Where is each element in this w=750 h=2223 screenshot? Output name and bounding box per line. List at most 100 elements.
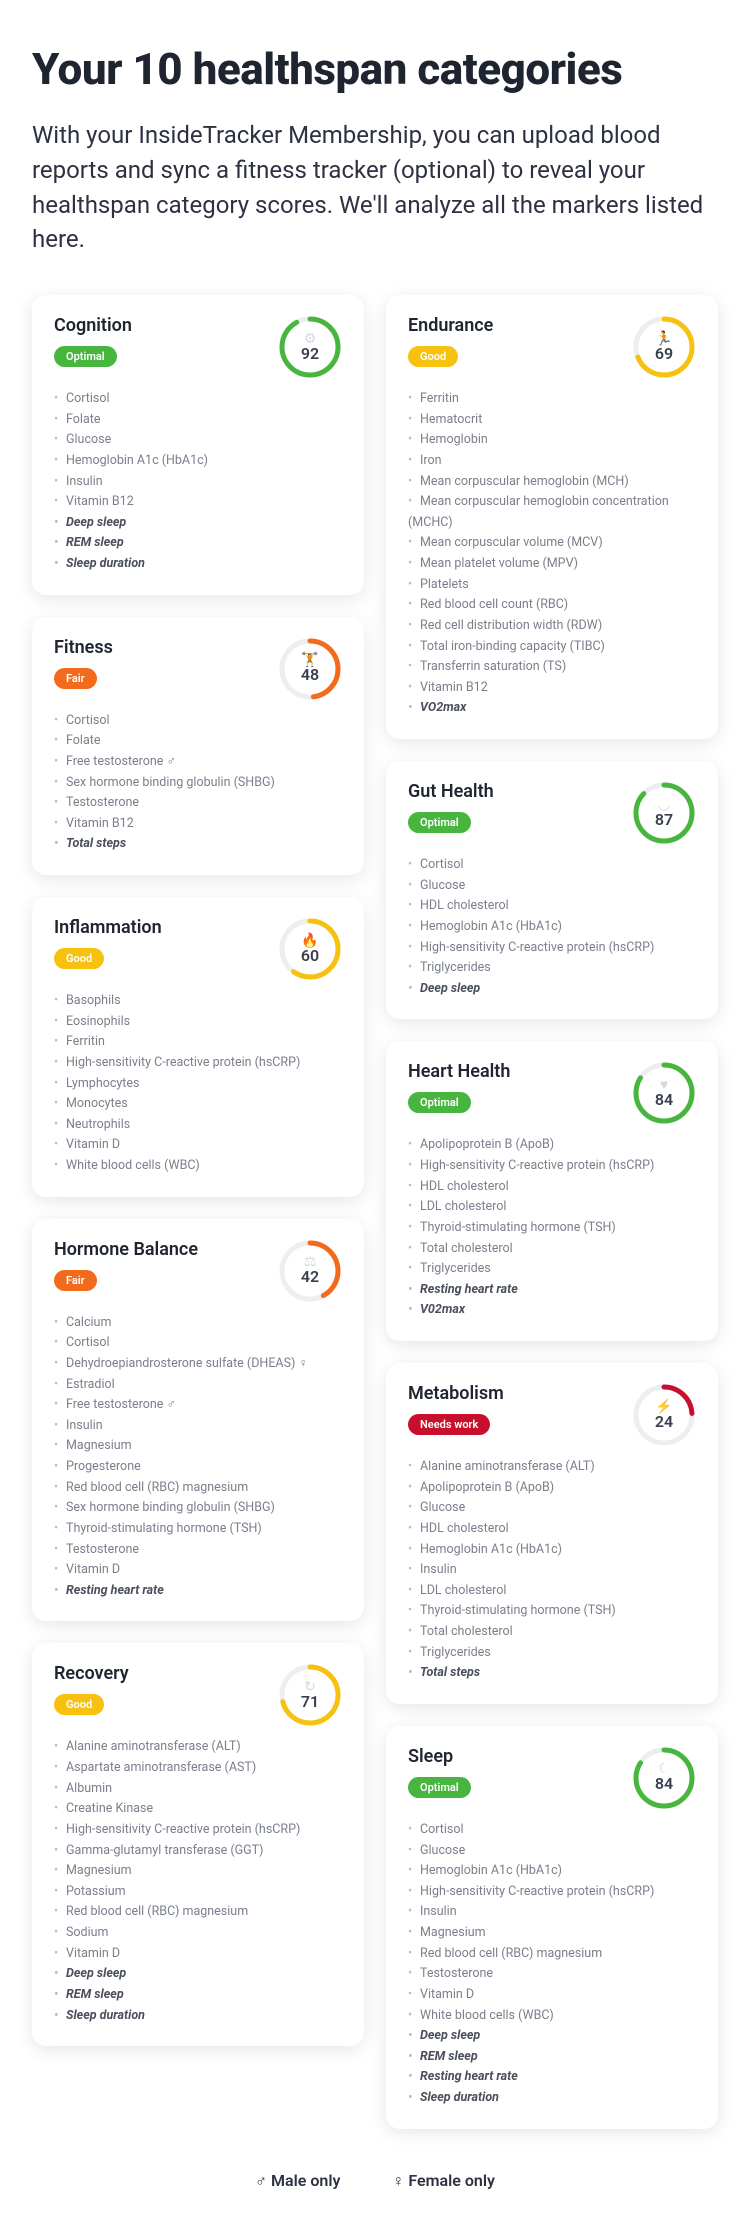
card-title-block: Hormone BalanceFair (54, 1239, 198, 1291)
marker-item-bold: Deep sleep (54, 1964, 342, 1985)
marker-item: Mean platelet volume (MPV) (408, 554, 696, 575)
status-badge-optimal: Optimal (408, 1092, 471, 1113)
card-title-block: RecoveryGood (54, 1663, 129, 1715)
marker-item: Red blood cell count (RBC) (408, 595, 696, 616)
score-gauge: ☾84 (632, 1746, 696, 1810)
marker-list: Apolipoprotein B (ApoB)High-sensitivity … (408, 1135, 696, 1321)
marker-item-bold: REM sleep (54, 1985, 342, 2006)
category-card-heart: Heart HealthOptimal♥84Apolipoprotein B (… (386, 1041, 718, 1341)
marker-item: Albumin (54, 1779, 342, 1800)
marker-item: Gamma-glutamyl transferase (GGT) (54, 1841, 342, 1862)
score-value: 71 (301, 1692, 319, 1711)
marker-item: Glucose (408, 1841, 696, 1862)
status-badge-optimal: Optimal (408, 1777, 471, 1798)
status-badge-fair: Fair (54, 1270, 97, 1291)
card-title: Inflammation (54, 917, 162, 938)
card-title-block: Heart Health Optimal (408, 1061, 510, 1113)
status-badge-good: Good (54, 1694, 104, 1715)
category-card-cognition: CognitionOptimal⚙92CortisolFolateGlucose… (32, 295, 364, 595)
category-card-metabolism: MetabolismNeeds work⚡24Alanine aminotran… (386, 1363, 718, 1704)
marker-item: Ferritin (54, 1032, 342, 1053)
marker-item: Sex hormone binding globulin (SHBG) (54, 773, 342, 794)
card-title-block: SleepOptimal (408, 1746, 471, 1798)
marker-item: Aspartate aminotransferase (AST) (54, 1758, 342, 1779)
score-gauge: 🏃69 (632, 315, 696, 379)
marker-item: Triglycerides (408, 958, 696, 979)
card-title-block: Gut HealthOptimal (408, 781, 494, 833)
marker-item: Dehydroepiandrosterone sulfate (DHEAS) ♀ (54, 1354, 342, 1375)
marker-list: CortisolGlucoseHemoglobin A1c (HbA1c)Hig… (408, 1820, 696, 2109)
marker-item: Thyroid-stimulating hormone (TSH) (408, 1218, 696, 1239)
score-gauge: 🔥60 (278, 917, 342, 981)
marker-item: Glucose (408, 876, 696, 897)
marker-item: Thyroid-stimulating hormone (TSH) (408, 1601, 696, 1622)
marker-item: High-sensitivity C-reactive protein (hsC… (408, 1156, 696, 1177)
marker-item-bold: Deep sleep (408, 2026, 696, 2047)
marker-item: Insulin (54, 1416, 342, 1437)
marker-item: Monocytes (54, 1094, 342, 1115)
score-value: 42 (301, 1267, 319, 1286)
legend-male: ♂ Male only (255, 2171, 340, 2190)
marker-item: Folate (54, 731, 342, 752)
marker-item: Platelets (408, 575, 696, 596)
marker-item: Apolipoprotein B (ApoB) (408, 1478, 696, 1499)
category-card-sleep: SleepOptimal ☾84 CortisolGlucoseHemoglobin… (386, 1726, 718, 2129)
gender-legend: ♂ Male only ♀ Female only (32, 2171, 718, 2191)
score-value: 92 (301, 344, 319, 363)
marker-list: BasophilsEosinophilsFerritinHigh-sensiti… (54, 991, 342, 1177)
marker-item: Hemoglobin A1c (HbA1c) (408, 1861, 696, 1882)
card-title: Endurance (408, 315, 493, 336)
marker-item: LDL cholesterol (408, 1581, 696, 1602)
card-title-block: CognitionOptimal (54, 315, 132, 367)
score-gauge: ↻71 (278, 1663, 342, 1727)
marker-list: Alanine aminotransferase (ALT)Apolipopro… (408, 1457, 696, 1684)
category-card-gut: Gut HealthOptimal◡87CortisolGlucoseHDL c… (386, 761, 718, 1019)
marker-item: Lymphocytes (54, 1074, 342, 1095)
marker-item: Vitamin D (54, 1560, 342, 1581)
marker-item: Cortisol (54, 389, 342, 410)
score-value: 69 (655, 344, 673, 363)
score-gauge: ◡87 (632, 781, 696, 845)
healthspan-page: Your 10 healthspan categories With your … (0, 0, 750, 2223)
marker-item: Insulin (408, 1902, 696, 1923)
marker-item: Potassium (54, 1882, 342, 1903)
marker-item-bold: Sleep duration (54, 554, 342, 575)
page-title: Your 10 healthspan categories (32, 44, 718, 96)
legend-female: ♀ Female only (392, 2171, 495, 2190)
marker-item: Cortisol (408, 855, 696, 876)
marker-item: Insulin (54, 472, 342, 493)
card-title-block: InflammationGood (54, 917, 162, 969)
score-gauge: ⚡24 (632, 1383, 696, 1447)
marker-item-bold: Sleep duration (54, 2006, 342, 2027)
marker-item: Red cell distribution width (RDW) (408, 616, 696, 637)
marker-item-bold: Resting heart rate (408, 2067, 696, 2088)
score-gauge: ⚙92 (278, 315, 342, 379)
marker-item: Red blood cell (RBC) magnesium (54, 1478, 342, 1499)
marker-item: Calcium (54, 1313, 342, 1334)
marker-item: Alanine aminotransferase (ALT) (54, 1737, 342, 1758)
score-gauge: ⚖42 (278, 1239, 342, 1303)
marker-item-bold: REM sleep (408, 2047, 696, 2068)
marker-item: Magnesium (54, 1861, 342, 1882)
marker-item: Cortisol (54, 1333, 342, 1354)
status-badge-optimal: Optimal (54, 346, 117, 367)
category-card-inflammation: InflammationGood 🔥60 BasophilsEosinophilsF… (32, 897, 364, 1197)
marker-item: Vitamin D (408, 1985, 696, 2006)
marker-item: HDL cholesterol (408, 1177, 696, 1198)
marker-item: Apolipoprotein B (ApoB) (408, 1135, 696, 1156)
marker-item-bold: Resting heart rate (408, 1280, 696, 1301)
marker-item: High-sensitivity C-reactive protein (hsC… (54, 1820, 342, 1841)
marker-item-bold: REM sleep (54, 533, 342, 554)
status-badge-optimal: Optimal (408, 812, 471, 833)
marker-item: Vitamin B12 (54, 492, 342, 513)
card-title: Heart Health (408, 1061, 510, 1082)
marker-item: Eosinophils (54, 1012, 342, 1033)
marker-item: Testosterone (54, 793, 342, 814)
marker-item: Mean corpuscular hemoglobin concentratio… (408, 492, 696, 533)
marker-item: Hematocrit (408, 410, 696, 431)
marker-item: Hemoglobin A1c (HbA1c) (54, 451, 342, 472)
marker-item: Thyroid-stimulating hormone (TSH) (54, 1519, 342, 1540)
marker-item: Creatine Kinase (54, 1799, 342, 1820)
marker-item: Testosterone (408, 1964, 696, 1985)
marker-list: FerritinHematocritHemoglobinIronMean cor… (408, 389, 696, 719)
